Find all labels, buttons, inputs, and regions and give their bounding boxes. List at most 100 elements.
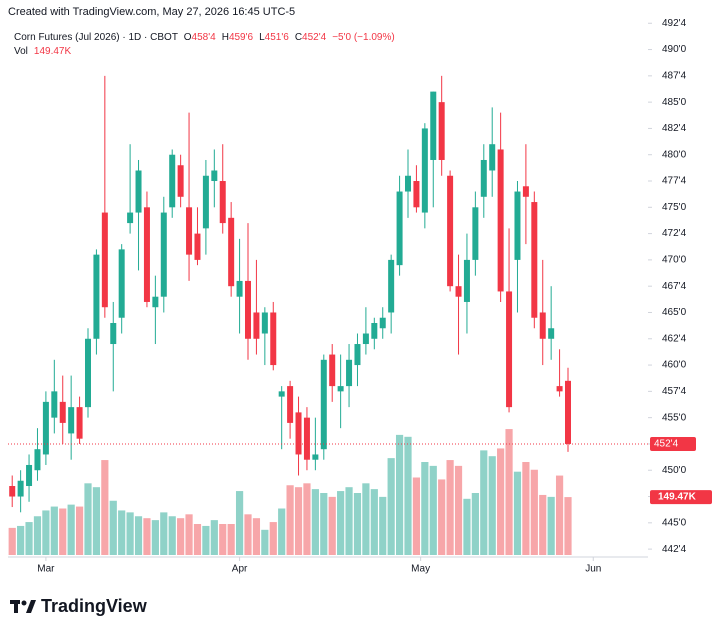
candle-body [68,407,75,434]
volume-bar [404,436,412,555]
candle-body [127,212,134,224]
volume-bar [168,516,176,555]
candle-body [379,317,386,329]
header-key: C [295,32,302,43]
candle-body [354,344,361,366]
y-tick-label: 457'4 [662,386,687,397]
volume-bar [438,479,446,555]
volume-bar [261,529,269,555]
volume-bar [463,498,471,555]
y-tick-label: 482'4 [662,123,687,134]
candle-body [421,128,428,213]
volume-bar [480,450,488,555]
candle-body [514,191,521,260]
volume-bar [160,512,168,555]
volume-bar [193,524,202,555]
candle-body [438,102,445,160]
volume-last-label: 149.47K [658,492,697,503]
candle-body [531,202,538,318]
header: Corn Futures (Jul 2026) · 1D · CBOT O458'… [14,32,395,43]
candle-body [228,217,235,287]
volume-bar [151,520,159,555]
volume-bar [471,493,479,555]
volume-bar [294,487,303,555]
candle-body [194,233,201,260]
candle-body [506,291,513,408]
volume-bar [8,527,16,555]
candle-body [135,170,142,213]
candle-body [522,186,529,197]
volume-bar [244,514,252,555]
header-value: 451'6 [265,32,290,43]
header-value: 459'6 [229,32,254,43]
candle-body [539,312,546,339]
candle-body [388,259,395,313]
candle-body [9,486,16,497]
volume-bar [286,485,294,555]
candle-body [405,175,411,192]
candle-body [177,165,184,197]
volume-bar [497,448,505,555]
y-tick-label: 442'4 [662,544,687,555]
volume-bar [303,483,311,555]
volume-bar [118,510,126,555]
header-value: 458'4 [192,32,217,43]
candle-body [261,312,268,334]
candle-body [152,296,159,308]
candle-body [548,328,555,339]
volume-header: Vol 149.47K [14,46,71,57]
candle-body [211,170,218,182]
volume-bar [311,489,319,555]
y-tick-label: 450'0 [662,465,687,476]
header-key: L [259,32,265,43]
last-price-box [650,436,696,451]
candle-body [51,391,58,418]
volume-bar [539,494,547,555]
candle-body [26,464,33,487]
volume-bar [235,491,244,555]
y-tick-label: 455'0 [662,412,687,423]
volume-bar [25,522,33,555]
y-tick-label: 460'0 [662,360,687,371]
candle-body [59,401,66,423]
x-tick-label: Mar [37,564,55,575]
volume-bar [505,429,513,555]
candle-body [186,207,193,255]
volume-bar [328,496,336,555]
volume-bar [513,471,522,555]
x-tick-label: Jun [585,564,601,575]
volume-bar [395,434,404,555]
y-tick-label: 462'4 [662,333,687,344]
volume-bar [379,496,387,555]
volume-bar [429,465,437,555]
header-value: 452'4 [302,32,327,43]
candle-body [295,412,302,455]
volume-bar [177,518,185,555]
last-price-label: 452'4 [654,439,679,450]
candle-body [17,480,24,497]
y-tick-label: 445'0 [662,517,687,528]
volume-bar [75,506,84,555]
volume-bar [202,525,210,555]
candle-body [337,386,344,392]
candle-body [278,391,285,397]
volume-bar [17,525,25,555]
volume-bar [109,500,117,555]
volume-bar [320,493,328,555]
candle-body [34,449,41,471]
volume-bar [345,487,353,555]
candle-body [472,207,479,260]
y-tick-label: 492'4 [662,18,687,29]
volume-bar [84,483,92,555]
volume-bar [488,456,496,555]
y-tick-label: 465'0 [662,307,687,318]
y-tick-label: 487'4 [662,70,687,81]
volume-bar [269,522,277,555]
volume-bar [185,514,193,555]
candle-body [463,259,470,302]
volume-bar [564,497,572,555]
candle-body [455,286,462,297]
candle-body [320,359,327,450]
y-tick-label: 485'0 [662,97,687,108]
volume-bar [454,465,463,555]
